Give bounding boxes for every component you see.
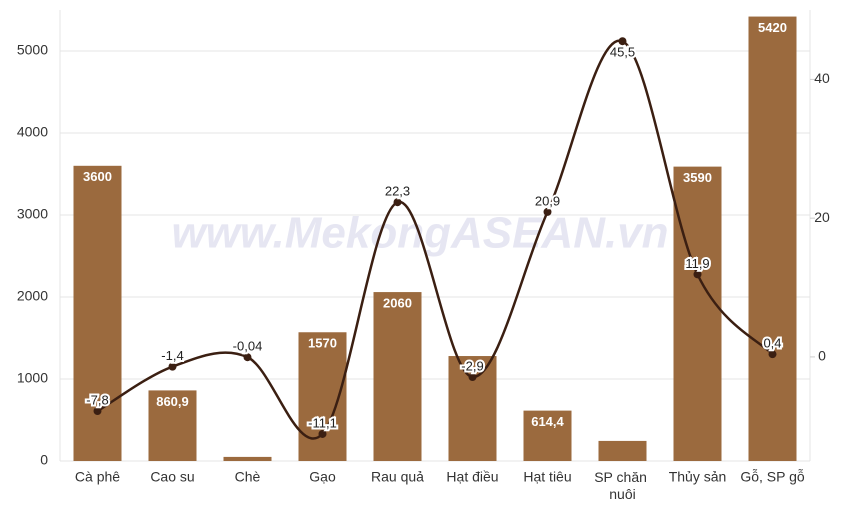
- y-tick-label: 2000: [17, 288, 48, 304]
- bar: [373, 292, 422, 461]
- bar-label: 5420: [758, 20, 787, 35]
- bar: [748, 16, 797, 462]
- x-tick-label: Cao su: [150, 469, 194, 485]
- x-tick-label: Hạt điều: [446, 469, 498, 485]
- y-tick-label: 1000: [17, 370, 48, 386]
- y2-tick-label: 40: [814, 70, 830, 86]
- line-point: [393, 198, 402, 207]
- y-tick-label: 0: [40, 452, 48, 468]
- x-tick-label: Chè: [235, 469, 261, 485]
- line-label: 11,9: [685, 256, 709, 271]
- line-point: [168, 362, 177, 371]
- y2-tick-label: 0: [818, 348, 826, 364]
- line-label: -11,1: [308, 415, 337, 430]
- line-point: [93, 407, 102, 416]
- y-tick-label: 5000: [17, 42, 48, 58]
- bar: [673, 166, 722, 461]
- bar: [598, 440, 647, 461]
- bar-label: 614,4: [531, 414, 564, 429]
- line-point: [318, 429, 327, 438]
- bar: [148, 390, 197, 461]
- line-label: 20,9: [535, 193, 560, 208]
- line-label: 22,3: [385, 184, 410, 199]
- x-tick-label: Hạt tiêu: [523, 469, 571, 485]
- bar-label: 3590: [683, 170, 712, 185]
- line-label: -2,9: [461, 358, 483, 373]
- x-tick-label: Thủy sản: [669, 469, 727, 485]
- line-point: [468, 373, 477, 382]
- line-point: [243, 353, 252, 362]
- bar-label: 860,9: [156, 394, 189, 409]
- bar: [523, 410, 572, 461]
- bar: [73, 165, 122, 462]
- x-tick-label: Gạo: [309, 469, 336, 485]
- bar-label: 1570: [308, 336, 337, 351]
- y2-tick-label: 20: [814, 209, 830, 225]
- line-point: [693, 270, 702, 279]
- line-label: -1,4: [161, 348, 183, 363]
- line-label: 45,5: [610, 45, 635, 60]
- line-point: [618, 37, 627, 46]
- y-tick-label: 4000: [17, 124, 48, 140]
- x-tick-label: Gỗ, SP gỗ: [740, 469, 805, 485]
- x-tick-label: SP chăn nuôi: [594, 469, 651, 502]
- line-point: [543, 207, 552, 216]
- line-point: [768, 350, 777, 359]
- bar-label: 3600: [83, 169, 112, 184]
- x-tick-label: Cà phê: [75, 469, 120, 485]
- x-tick-label: Rau quả: [371, 469, 424, 485]
- bar: [223, 456, 272, 461]
- line-label: -7,8: [86, 392, 108, 407]
- line-label: -0,04: [233, 339, 263, 354]
- y-tick-label: 3000: [17, 206, 48, 222]
- bar-label: 2060: [383, 296, 412, 311]
- line-label: 0,4: [763, 336, 781, 351]
